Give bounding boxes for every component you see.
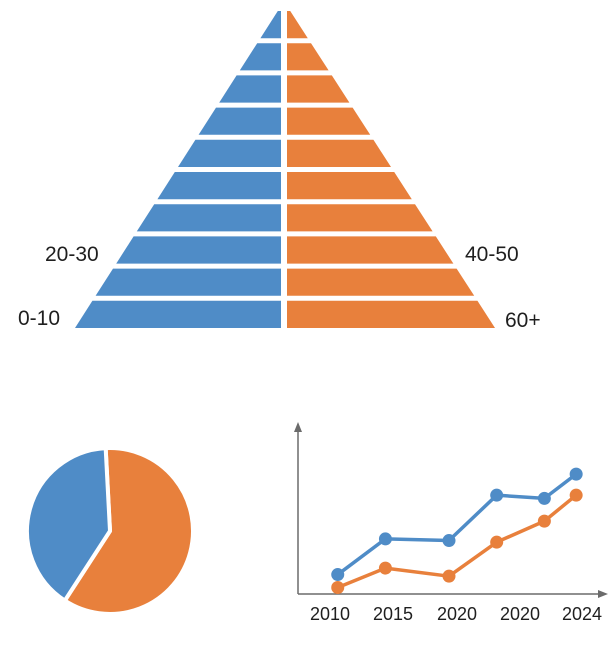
line-series [335, 493, 578, 590]
pyramid-bar-right [287, 43, 329, 71]
line-point [378, 532, 392, 546]
pyramid-bar-right [287, 139, 391, 167]
pyramid-bar-left [116, 236, 281, 264]
line-point [490, 488, 504, 502]
pyramid-left-label-upper: 20-30 [45, 243, 99, 266]
line-point [378, 561, 392, 575]
line-point [569, 488, 583, 502]
pyramid-bar-right [287, 300, 495, 328]
pyramid-right-label-upper: 40-50 [465, 243, 519, 266]
pyramid-bar-left [157, 172, 281, 200]
x-tick-label: 2024 [562, 604, 602, 624]
line-point [537, 514, 551, 528]
pyramid-bar-right [287, 172, 412, 200]
line-point [569, 467, 583, 481]
pyramid-bar-right [287, 204, 433, 232]
line-point [442, 569, 456, 583]
x-axis-arrow-icon [598, 590, 608, 598]
pyramid-bar-left [178, 139, 281, 167]
line-point [442, 534, 456, 548]
population-pyramid [75, 11, 495, 328]
pyramid-bar-right [287, 75, 350, 103]
pyramid-bar-left [219, 75, 281, 103]
x-tick-label: 2015 [373, 604, 413, 624]
line-series [335, 472, 578, 577]
x-tick-label: 2020 [437, 604, 477, 624]
pyramid-bar-left [198, 107, 281, 135]
pyramid-bar-right [287, 11, 308, 39]
pie-slice [62, 446, 195, 616]
pyramid-right-label-bottom: 60+ [505, 309, 541, 332]
pyramid-bar-right [287, 236, 454, 264]
line-point [331, 568, 345, 582]
y-axis-arrow-icon [294, 422, 302, 432]
pyramid-left-label-bottom: 0-10 [18, 307, 60, 330]
pyramid-bar-right [287, 107, 371, 135]
line-point [490, 535, 504, 549]
pyramid-bar-left [95, 268, 281, 296]
pyramid-bar-right [287, 268, 475, 296]
x-tick-label: 2020 [500, 604, 540, 624]
x-tick-label: 2010 [310, 604, 350, 624]
pyramid-bar-left [239, 43, 281, 71]
pie-chart [25, 446, 195, 616]
pyramid-bar-left [136, 204, 281, 232]
line-point [331, 581, 345, 595]
line-point [537, 491, 551, 505]
pie-slice [25, 446, 112, 603]
line-chart: 2010 2015 2020 2020 2024 [294, 422, 608, 624]
pyramid-bar-left [75, 300, 281, 328]
pyramid-bar-left [260, 11, 281, 39]
